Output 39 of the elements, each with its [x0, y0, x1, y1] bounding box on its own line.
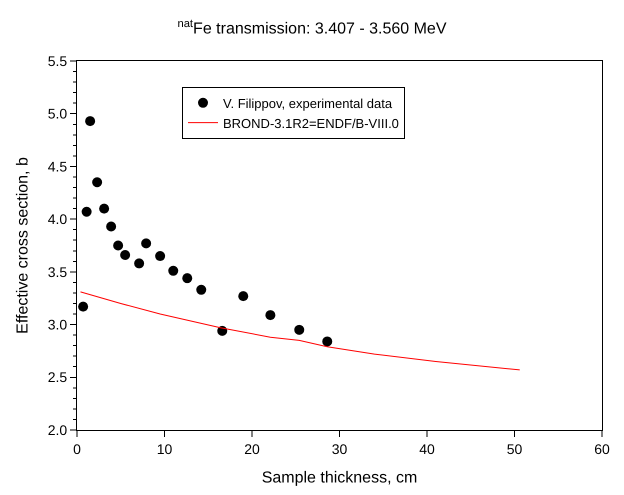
- point: [134, 258, 144, 268]
- y-tick-label: 3.0: [48, 316, 68, 332]
- point: [106, 222, 116, 232]
- y-tick-label: 3.5: [48, 264, 68, 280]
- legend-label: V. Filippov, experimental data: [223, 96, 393, 111]
- point: [294, 324, 304, 335]
- point: [85, 116, 96, 126]
- legend-label: BROND-3.1R2=ENDF/B-VIII.0: [223, 116, 399, 131]
- x-tick-label: 10: [156, 440, 172, 457]
- chart-title: $^{nat}$Fe transmission: 3.407 - 3.560 MeV: [177, 18, 447, 38]
- x-tick-label: 20: [244, 440, 260, 457]
- x-tick-label: 50: [506, 440, 522, 457]
- y-tick-label: 5.0: [48, 106, 68, 122]
- y-axis-title: Effective cross section, b: [14, 157, 32, 334]
- y-tick-label: 4.5: [48, 158, 68, 174]
- x-tick-label: 60: [594, 440, 610, 457]
- x-tick-label: 30: [332, 440, 348, 457]
- y-tick-label: 4.0: [48, 211, 68, 228]
- point: [196, 284, 206, 295]
- point: [120, 250, 130, 260]
- point: [155, 251, 166, 262]
- point: [238, 291, 248, 302]
- point: [265, 310, 276, 320]
- x-tick-label: 40: [419, 440, 435, 457]
- x-axis-title: Sample thickness, cm: [262, 470, 418, 486]
- point: [168, 266, 178, 276]
- point: [182, 273, 192, 284]
- point: [322, 336, 332, 346]
- y-tick-label: 2.0: [48, 422, 68, 438]
- point: [99, 204, 110, 214]
- point: [78, 302, 88, 312]
- y-tick-label: 2.5: [48, 369, 68, 386]
- line-series: [80, 291, 520, 370]
- point: [141, 238, 152, 248]
- y-tick-label: 5.5: [48, 52, 68, 69]
- point: [92, 177, 102, 188]
- point: [82, 206, 92, 217]
- x-tick-label: 0: [73, 440, 82, 457]
- point: [113, 240, 124, 250]
